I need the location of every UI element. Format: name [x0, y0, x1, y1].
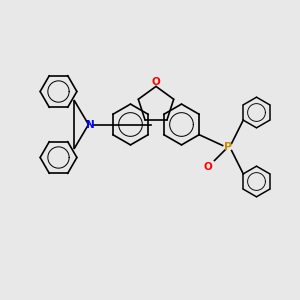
Text: O: O	[203, 162, 212, 172]
Text: N: N	[85, 119, 94, 130]
Text: P: P	[224, 142, 232, 152]
Text: O: O	[152, 77, 160, 87]
